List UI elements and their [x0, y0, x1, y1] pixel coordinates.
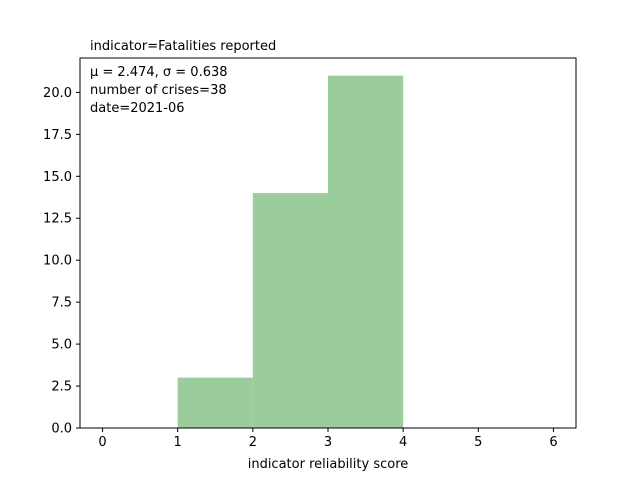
annotation-box: μ = 2.474, σ = 0.638 number of crises=38… [90, 65, 228, 116]
y-tick-label: 0.0 [51, 422, 72, 437]
y-tick-label: 2.5 [51, 380, 72, 395]
bars-group [177, 75, 404, 428]
stats-annotation: μ = 2.474, σ = 0.638 [90, 65, 228, 80]
y-tick-label: 7.5 [51, 296, 72, 311]
histogram-bar-1 [177, 377, 253, 428]
y-tick-label: 20.0 [43, 86, 72, 101]
chart-title: indicator=Fatalities reported [90, 39, 276, 54]
x-axis-ticks: 0 1 2 3 4 5 6 [98, 428, 558, 450]
y-axis-ticks: 0.0 2.5 5.0 7.5 10.0 12.5 15.0 17.5 20.0 [43, 86, 80, 437]
histogram-bar-3 [328, 75, 404, 428]
histogram-bar-2 [252, 193, 328, 428]
y-tick-label: 15.0 [43, 170, 72, 185]
x-tick-label: 1 [174, 435, 182, 450]
x-tick-label: 0 [98, 435, 106, 450]
y-tick-label: 10.0 [43, 254, 72, 269]
x-tick-label: 4 [399, 435, 407, 450]
y-tick-label: 17.5 [43, 128, 72, 143]
x-axis-label: indicator reliability score [248, 457, 409, 472]
x-tick-label: 2 [249, 435, 257, 450]
x-tick-label: 6 [549, 435, 557, 450]
y-tick-label: 5.0 [51, 338, 72, 353]
x-tick-label: 5 [474, 435, 482, 450]
date-annotation: date=2021-06 [90, 101, 185, 116]
count-annotation: number of crises=38 [90, 83, 227, 98]
x-tick-label: 3 [324, 435, 332, 450]
y-tick-label: 12.5 [43, 212, 72, 227]
